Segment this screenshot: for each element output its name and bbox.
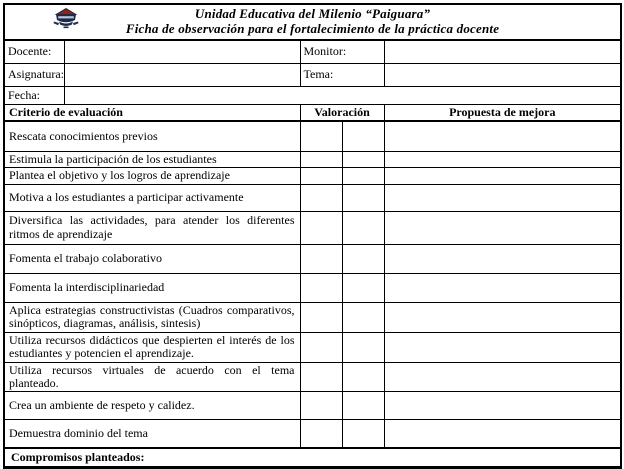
criterion-text: Rescata conocimientos previos	[3, 120, 301, 152]
school-logo-icon	[53, 8, 79, 29]
criterion-text: Fomenta el trabajo colaborativo	[3, 243, 301, 274]
form-title: Unidad Educativa del Milenio “Paiguara”	[194, 6, 431, 21]
compromisos-row[interactable]: Compromisos planteados:	[3, 446, 622, 469]
valoracion-cell-2[interactable]	[341, 183, 385, 212]
fecha-label: Fecha:	[3, 85, 65, 106]
valoracion-column-header: Valoración	[299, 104, 385, 123]
criterion-text: Diversifica las actividades, para atende…	[3, 210, 301, 245]
criteria-row: Fomenta la interdisciplinariedad	[3, 272, 622, 303]
criteria-row: Crea un ambiente de respeto y calidez.	[3, 391, 622, 421]
observation-form-table: Unidad Educativa del Milenio “Paiguara” …	[3, 3, 623, 469]
criterion-text: Demuestra dominio del tema	[3, 419, 301, 449]
criteria-header-row: Criterio de evaluación Valoración Propue…	[3, 104, 622, 123]
propuesta-cell[interactable]	[383, 210, 622, 245]
fecha-value-cell[interactable]	[63, 85, 622, 106]
valoracion-cell-1[interactable]	[299, 272, 343, 303]
criteria-row: Rescata conocimientos previos	[3, 120, 622, 152]
criteria-row: Motiva a los estudiantes a participar ac…	[3, 183, 622, 212]
criterion-text: Estimula la participación de los estudia…	[3, 150, 301, 169]
propuesta-cell[interactable]	[383, 120, 622, 152]
valoracion-cell-1[interactable]	[299, 183, 343, 212]
propuesta-cell[interactable]	[383, 243, 622, 274]
criterion-text: Utiliza recursos didácticos que despiert…	[3, 331, 301, 363]
valoracion-cell-1[interactable]	[299, 361, 343, 393]
docente-label: Docente:	[3, 39, 65, 64]
propuesta-cell[interactable]	[383, 301, 622, 333]
criteria-row: Utiliza recursos didácticos que despiert…	[3, 331, 622, 363]
propuesta-cell[interactable]	[383, 361, 622, 393]
monitor-value-cell[interactable]	[383, 39, 622, 64]
valoracion-cell-2[interactable]	[341, 120, 385, 152]
valoracion-cell-1[interactable]	[299, 120, 343, 152]
valoracion-cell-2[interactable]	[341, 361, 385, 393]
valoracion-cell-1[interactable]	[299, 150, 343, 169]
propuesta-cell[interactable]	[383, 183, 622, 212]
valoracion-cell-2[interactable]	[341, 419, 385, 449]
criteria-row: Diversifica las actividades, para atende…	[3, 210, 622, 245]
criterion-text: Utiliza recursos virtuales de acuerdo co…	[3, 361, 301, 393]
title-cell: Unidad Educativa del Milenio “Paiguara” …	[3, 3, 622, 42]
form-subtitle: Ficha de observación para el fortalecimi…	[125, 20, 500, 36]
propuesta-column-header: Propuesta de mejora	[383, 104, 622, 123]
propuesta-cell[interactable]	[383, 331, 622, 363]
fecha-row: Fecha:	[3, 85, 622, 106]
propuesta-cell[interactable]	[383, 272, 622, 303]
monitor-label: Monitor:	[299, 39, 385, 64]
criterion-text: Aplica estrategias constructivistas (Cua…	[3, 301, 301, 333]
tema-value-cell[interactable]	[383, 62, 622, 87]
asignatura-tema-row: Asignatura: Tema:	[3, 62, 622, 87]
valoracion-cell-2[interactable]	[341, 272, 385, 303]
asignatura-label: Asignatura:	[3, 62, 65, 87]
valoracion-cell-2[interactable]	[341, 167, 385, 185]
criteria-row: Plantea el objetivo y los logros de apre…	[3, 167, 622, 185]
criterion-text: Plantea el objetivo y los logros de apre…	[3, 167, 301, 185]
docente-value-cell[interactable]	[63, 39, 301, 64]
criteria-row: Estimula la participación de los estudia…	[3, 150, 622, 169]
compromisos-cell[interactable]: Compromisos planteados:	[3, 446, 622, 469]
propuesta-cell[interactable]	[383, 419, 622, 449]
valoracion-cell-1[interactable]	[299, 243, 343, 274]
valoracion-cell-1[interactable]	[299, 167, 343, 185]
valoracion-cell-2[interactable]	[341, 301, 385, 333]
criteria-row: Demuestra dominio del tema	[3, 419, 622, 449]
asignatura-value-cell[interactable]	[63, 62, 301, 87]
valoracion-cell-1[interactable]	[299, 331, 343, 363]
observation-form-page: Unidad Educativa del Milenio “Paiguara” …	[3, 3, 623, 469]
propuesta-cell[interactable]	[383, 391, 622, 421]
criteria-row: Aplica estrategias constructivistas (Cua…	[3, 301, 622, 333]
valoracion-cell-2[interactable]	[341, 210, 385, 245]
criterion-text: Fomenta la interdisciplinariedad	[3, 272, 301, 303]
title-row: Unidad Educativa del Milenio “Paiguara” …	[3, 3, 622, 42]
valoracion-cell-2[interactable]	[341, 243, 385, 274]
criterion-text: Motiva a los estudiantes a participar ac…	[3, 183, 301, 212]
valoracion-cell-2[interactable]	[341, 150, 385, 169]
criteria-row: Fomenta el trabajo colaborativo	[3, 243, 622, 274]
valoracion-cell-1[interactable]	[299, 391, 343, 421]
compromisos-label: Compromisos planteados:	[11, 449, 145, 464]
propuesta-cell[interactable]	[383, 150, 622, 169]
valoracion-cell-1[interactable]	[299, 419, 343, 449]
valoracion-cell-2[interactable]	[341, 331, 385, 363]
tema-label: Tema:	[299, 62, 385, 87]
valoracion-cell-1[interactable]	[299, 210, 343, 245]
docente-monitor-row: Docente: Monitor:	[3, 39, 622, 64]
propuesta-cell[interactable]	[383, 167, 622, 185]
criteria-row: Utiliza recursos virtuales de acuerdo co…	[3, 361, 622, 393]
valoracion-cell-2[interactable]	[341, 391, 385, 421]
criterion-text: Crea un ambiente de respeto y calidez.	[3, 391, 301, 421]
valoracion-cell-1[interactable]	[299, 301, 343, 333]
criterio-column-header: Criterio de evaluación	[3, 104, 301, 123]
